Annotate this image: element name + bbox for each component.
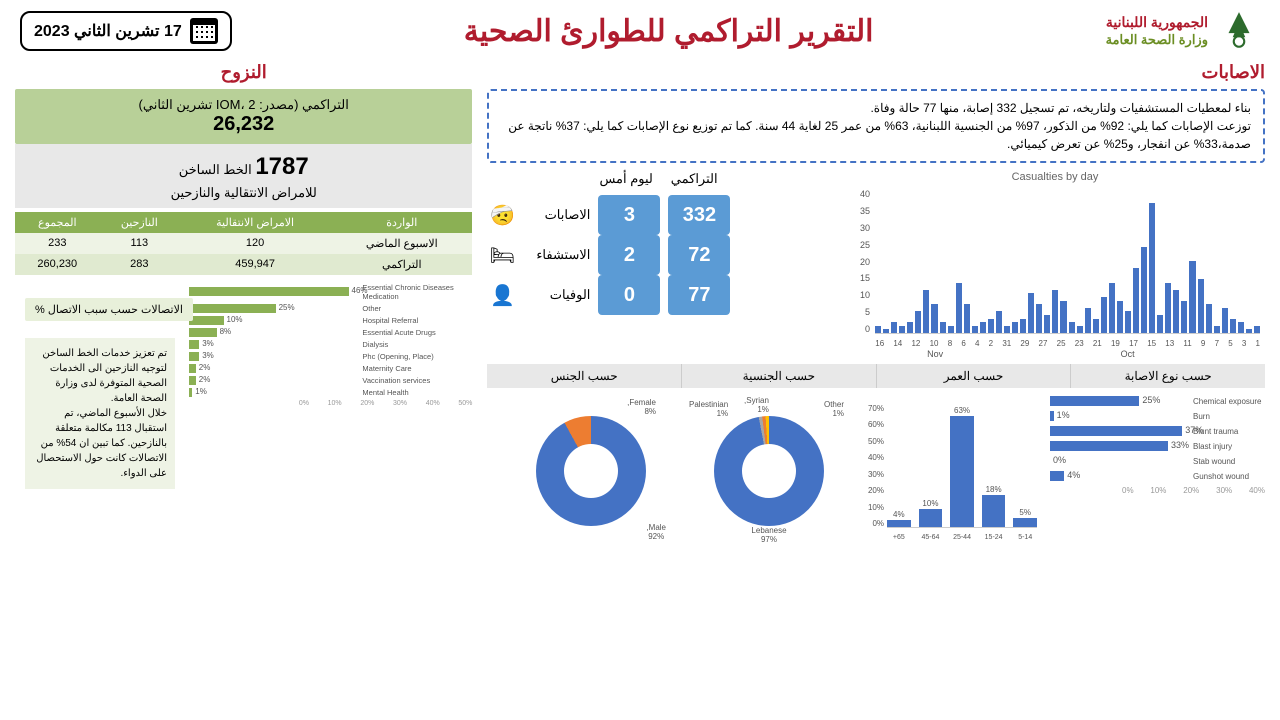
tab[interactable]: حسب الجنسية (681, 364, 876, 388)
hotline-text: الخط الساخن (179, 162, 252, 177)
logo-area: الجمهورية اللبنانية وزارة الصحة العامة (1106, 10, 1260, 52)
age-chart: 70%60%50%40%30%20%10%0% 5%5-1418%15-2463… (862, 396, 1042, 546)
stat-label: الوفيات (525, 287, 590, 303)
stat-cumul: 77 (668, 275, 730, 315)
stat-row: 72 2 الاستشفاء 🛏 (487, 235, 833, 275)
report-header: الجمهورية اللبنانية وزارة الصحة العامة ا… (0, 0, 1280, 62)
stat-yest: 3 (598, 195, 660, 235)
table-header: الواردة (331, 212, 472, 233)
tab[interactable]: حسب نوع الاصابة (1070, 364, 1265, 388)
hotline-sub: للامراض الانتقالية والنازحين (21, 184, 466, 202)
table-cell: الاسبوع الماضي (331, 233, 472, 254)
gender-chart: Male,92%Female,8% (506, 396, 676, 546)
calendar-icon (190, 18, 218, 44)
displacement-paragraph: تم تعزيز خدمات الخط الساخن لتوجيه النازح… (25, 338, 175, 489)
call-reason-chart: Essential Chronic Diseases Medication46%… (15, 283, 472, 473)
table-header: الامراض الانتقالية (179, 212, 331, 233)
stat-block: التراكمي ليوم أمس 332 3 الاصابات 🤕72 2 ا… (487, 171, 833, 315)
stat-cumul: 332 (668, 195, 730, 235)
content: الاصابات بناء لمعطيات المستشفيات ولتاريخ… (0, 62, 1280, 546)
hotline-number: 1787 (255, 153, 308, 180)
stat-label: الاستشفاء (525, 247, 590, 263)
casualties-section: الاصابات بناء لمعطيات المستشفيات ولتاريخ… (487, 62, 1265, 546)
stat-hdr-cumul: التراكمي (664, 171, 724, 187)
stat-yest: 2 (598, 235, 660, 275)
table-cell: 283 (100, 254, 179, 275)
table-cell: 120 (179, 233, 331, 254)
breakdown-tabs: حسب نوع الاصابةحسب العمرحسب الجنسيةحسب ا… (487, 364, 1265, 388)
hotline-box: 1787 الخط الساخن للامراض الانتقالية والن… (15, 144, 472, 208)
stat-row: 77 0 الوفيات 👤 (487, 275, 833, 315)
daily-casualties-chart: Casualties by day 4035302520151050 13579… (845, 171, 1265, 356)
stat-icon: 🛏 (487, 243, 517, 268)
table-cell: 233 (15, 233, 100, 254)
report-title: التقرير التراكمي للطوارئ الصحية (232, 14, 1106, 49)
stat-icon: 🤕 (487, 203, 517, 228)
daily-chart-title: Casualties by day (1012, 171, 1099, 183)
stat-cumul: 72 (668, 235, 730, 275)
date-box: 17 تشرين الثاني 2023 (20, 11, 232, 51)
table-cell: 113 (100, 233, 179, 254)
injury-type-chart: Chemical exposure25%Burn1%Blunt trauma37… (1050, 396, 1265, 546)
stat-icon: 👤 (487, 283, 517, 308)
cumul-value: 26,232 (23, 113, 464, 136)
calls-table: الواردةالامراض الانتقاليةالنازحينالمجموع… (15, 212, 472, 275)
stat-hdr-yest: ليوم أمس (596, 171, 656, 187)
stat-yest: 0 (598, 275, 660, 315)
report-date: 17 تشرين الثاني 2023 (34, 21, 182, 41)
tab[interactable]: حسب الجنس (487, 364, 681, 388)
displacement-title: النزوح (15, 62, 472, 83)
nationality-chart: Lebanese97%Palestinian1%Syrian,1%Other1% (684, 396, 854, 546)
table-header: المجموع (15, 212, 100, 233)
cumul-label: التراكمي (مصدر: IOM، 2 تشرين الثاني) (23, 97, 464, 113)
displacement-section: النزوح التراكمي (مصدر: IOM، 2 تشرين الثا… (15, 62, 472, 546)
table-cell: التراكمي (331, 254, 472, 275)
stat-row: 332 3 الاصابات 🤕 (487, 195, 833, 235)
table-header: النازحين (100, 212, 179, 233)
table-cell: 260,230 (15, 254, 100, 275)
casualties-summary: بناء لمعطيات المستشفيات ولتاريخه، تم تسج… (487, 89, 1265, 163)
call-chart-title: الاتصالات حسب سبب الاتصال % (25, 298, 193, 321)
casualties-title: الاصابات (487, 62, 1265, 83)
ministry-logo-icon (1218, 10, 1260, 52)
table-cell: 459,947 (179, 254, 331, 275)
tab[interactable]: حسب العمر (876, 364, 1071, 388)
stat-label: الاصابات (525, 207, 590, 223)
org-name-1: الجمهورية اللبنانية (1106, 13, 1208, 31)
cumulative-box: التراكمي (مصدر: IOM، 2 تشرين الثاني) 26,… (15, 89, 472, 144)
org-name-2: وزارة الصحة العامة (1106, 32, 1208, 49)
